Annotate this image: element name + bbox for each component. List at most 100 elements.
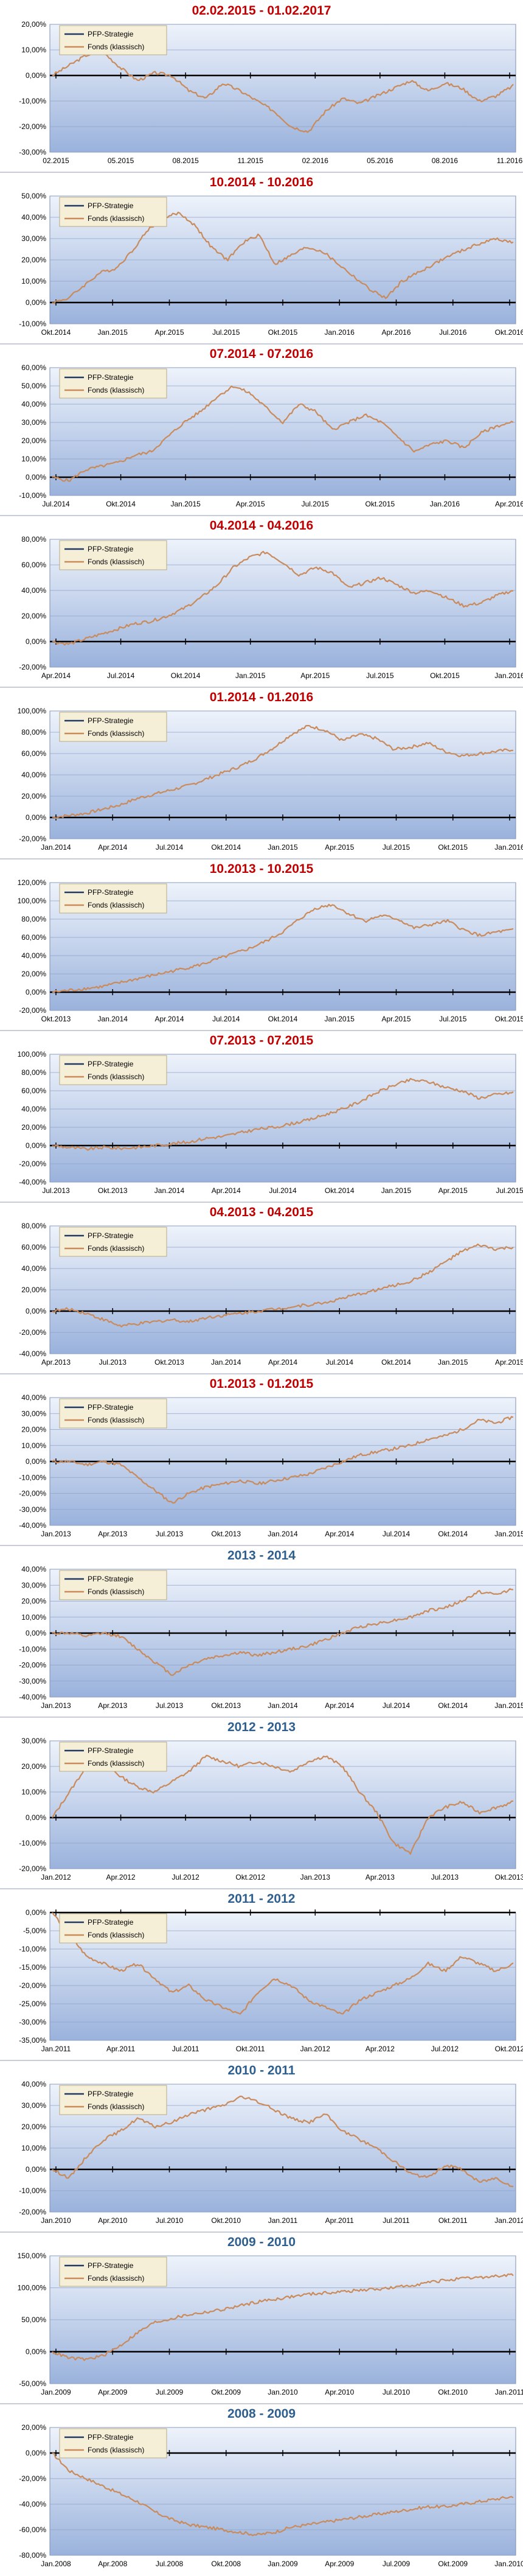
- y-tick-label: 60,00%: [21, 1243, 46, 1251]
- y-tick-label: -80,00%: [19, 2551, 46, 2560]
- y-tick-label: -40,00%: [19, 1693, 46, 1701]
- x-tick-label: Apr.2015: [236, 500, 265, 508]
- x-tick-label: Jul.2015: [302, 500, 330, 508]
- x-tick-label: Apr.2015: [300, 671, 330, 680]
- legend-box: [59, 1227, 167, 1257]
- legend-fund-label: Fonds (klassisch): [88, 43, 144, 51]
- legend-box: [59, 368, 167, 399]
- y-tick-label: -20,00%: [19, 1981, 46, 1990]
- x-tick-label: Jan.2015: [325, 1015, 355, 1023]
- legend-strategy-label: PFP-Strategie: [88, 1231, 134, 1240]
- y-tick-label: -30,00%: [19, 2018, 46, 2026]
- y-tick-label: 30,00%: [21, 2101, 46, 2110]
- chart-title: 04.2014 - 04.2016: [209, 519, 314, 533]
- y-tick-label: 50,00%: [21, 2315, 46, 2324]
- chart-title: 04.2013 - 04.2015: [209, 1205, 314, 1219]
- panel-separator: [0, 343, 523, 345]
- x-tick-label: Jan.2015: [494, 1530, 523, 1538]
- x-tick-label: Okt.2010: [438, 2388, 468, 2396]
- panel-separator: [0, 172, 523, 173]
- y-tick-label: 20,00%: [21, 1123, 46, 1132]
- fonds-series-line: [52, 1416, 514, 1504]
- y-tick-label: 20,00%: [21, 1597, 46, 1606]
- x-tick-label: Jul.2011: [383, 2216, 410, 2225]
- chart-title: 2010 - 2011: [227, 2063, 296, 2077]
- chart-title: 01.2014 - 01.2016: [209, 690, 314, 704]
- x-tick-label: 02.2016: [302, 156, 329, 165]
- chart-panel: 07.2014 - 07.2016 60,00% 50,00% 40,00% 30,00…: [0, 343, 523, 515]
- fonds-series-line: [52, 1912, 514, 2015]
- x-tick-label: Okt.2014: [211, 843, 241, 852]
- x-tick-label: Jul.2014: [326, 1358, 354, 1367]
- y-tick-label: 40,00%: [21, 1264, 46, 1273]
- y-tick-label: 80,00%: [21, 1068, 46, 1077]
- x-tick-label: Jul.2013: [42, 1186, 70, 1195]
- legend-strategy-label: PFP-Strategie: [88, 1918, 134, 1927]
- legend-box: [59, 883, 167, 914]
- y-tick-label: 20,00%: [21, 1426, 46, 1434]
- fonds-series-line: [52, 724, 513, 819]
- chart-panel: 2009 - 2010 150,00% 100,00% 50,00% 0,00% -50,…: [0, 2231, 523, 2403]
- x-tick-label: Jul.2008: [156, 2560, 184, 2568]
- y-tick-label: 50,00%: [21, 382, 46, 390]
- x-tick-label: Okt.2010: [211, 2216, 241, 2225]
- y-tick-label: -10,00%: [19, 491, 46, 500]
- x-tick-label: Okt.2013: [495, 1873, 523, 1881]
- chart-panel: 04.2014 - 04.2016 80,00% 60,00% 40,00% 20,00…: [0, 515, 523, 687]
- y-tick-label: -20,00%: [19, 1160, 46, 1168]
- x-tick-label: Apr.2012: [106, 1873, 136, 1881]
- x-tick-label: Jan.2010: [494, 2560, 523, 2568]
- y-tick-label: 10,00%: [21, 1441, 46, 1450]
- y-tick-label: 40,00%: [21, 213, 46, 222]
- x-tick-label: Okt.2014: [106, 500, 136, 508]
- y-tick-label: 0,00%: [26, 1457, 46, 1466]
- legend-fund-label: Fonds (klassisch): [88, 2446, 144, 2454]
- x-tick-label: Apr.2010: [98, 2216, 127, 2225]
- x-tick-label: Jan.2011: [495, 2388, 523, 2396]
- x-tick-label: Apr.2015: [154, 328, 184, 337]
- x-tick-label: Jul.2014: [269, 1186, 297, 1195]
- x-tick-label: Jan.2015: [170, 500, 201, 508]
- y-tick-label: 40,00%: [21, 951, 46, 960]
- y-tick-label: -20,00%: [19, 1864, 46, 1873]
- y-tick-label: 20,00%: [21, 970, 46, 978]
- y-tick-label: -40,00%: [19, 1349, 46, 1358]
- legend-box: [59, 2428, 167, 2459]
- y-tick-label: 80,00%: [21, 1222, 46, 1230]
- fonds-series-line: [52, 1243, 514, 1328]
- y-tick-label: -15,00%: [19, 1963, 46, 1972]
- x-tick-label: 05.2015: [108, 156, 134, 165]
- x-tick-label: Jul.2015: [366, 671, 394, 680]
- chart-title: 2012 - 2013: [227, 1720, 296, 1734]
- y-tick-label: 100,00%: [18, 1050, 47, 1059]
- chart-title: 2011 - 2012: [227, 1892, 296, 1906]
- x-tick-label: Jul.2014: [156, 843, 184, 852]
- y-tick-label: -20,00%: [19, 663, 46, 671]
- panel-separator: [0, 515, 523, 516]
- legend-box: [59, 2256, 167, 2287]
- y-tick-label: -10,00%: [19, 1473, 46, 1482]
- x-tick-label: Jul.2015: [383, 843, 410, 852]
- legend-fund-label: Fonds (klassisch): [88, 558, 144, 566]
- y-tick-label: -20,00%: [19, 122, 46, 131]
- x-tick-label: Jan.2014: [268, 1701, 298, 1710]
- line-chart: 100,00% 80,00% 60,00% 40,00% 20,00% 0,00% -20,…: [18, 707, 523, 852]
- y-tick-label: -10,00%: [19, 320, 46, 328]
- legend-box: [59, 540, 167, 570]
- legend-box: [59, 1055, 167, 1085]
- fonds-series-line: [52, 1754, 514, 1855]
- x-tick-label: Okt.2014: [171, 671, 201, 680]
- y-tick-label: -30,00%: [19, 1505, 46, 1514]
- legend-fund-label: Fonds (klassisch): [88, 386, 144, 394]
- x-tick-label: Jan.2012: [300, 2045, 331, 2053]
- x-tick-label: Jan.2015: [98, 328, 128, 337]
- legend-strategy-label: PFP-Strategie: [88, 2090, 134, 2098]
- chart-panel: 01.2014 - 01.2016 100,00% 80,00% 60,00% 40,0…: [0, 687, 523, 858]
- y-tick-label: -30,00%: [19, 148, 46, 156]
- legend-box: [59, 1570, 167, 1600]
- x-tick-label: Jan.2011: [41, 2045, 71, 2053]
- x-tick-label: Jul.2013: [99, 1358, 127, 1367]
- x-tick-label: Okt.2014: [268, 1015, 298, 1023]
- x-tick-label: Okt.2008: [211, 2560, 241, 2568]
- y-tick-label: 120,00%: [18, 878, 47, 887]
